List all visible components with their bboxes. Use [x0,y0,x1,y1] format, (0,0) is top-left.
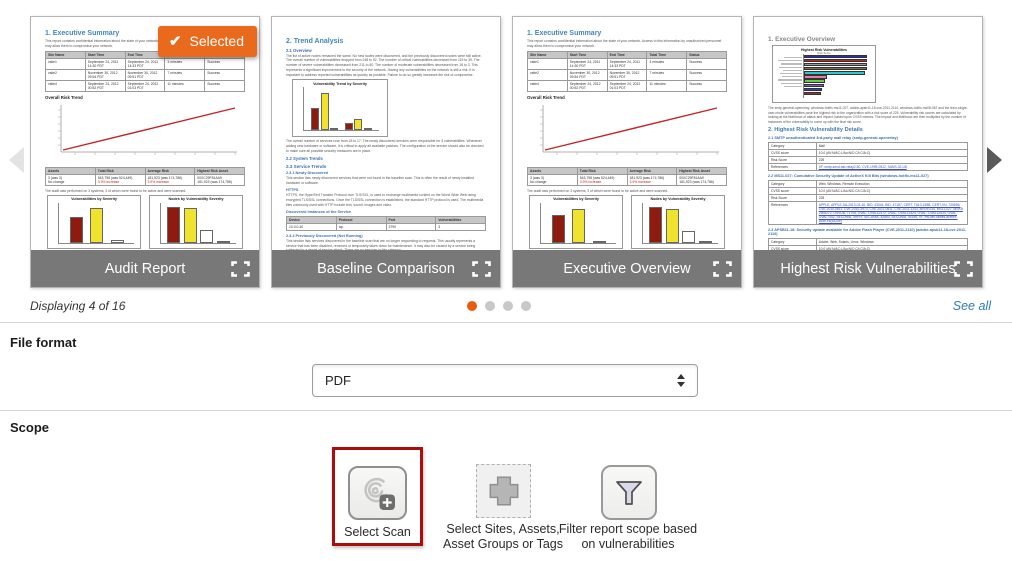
carousel-prev-icon[interactable] [9,147,24,173]
table-row: vsite2 November 30, 2012 09:54 PDT Novembe… [527,68,727,81]
card-title-bar: Highest Risk Vulnerabilities [754,250,982,287]
vulnerabilities-by-severity-chart: Vulnerabilities by Severity [529,194,623,249]
section-divider [0,410,1012,411]
expand-preview-icon[interactable] [713,260,732,277]
audit-note: The audit was performed on 3 systems, 3 … [45,188,187,193]
select-scan-label: Select Scan [344,525,411,539]
pagination-dot[interactable] [503,301,513,311]
card-title-bar: Baseline Comparison [272,250,500,287]
report-thumbnail: 1. Executive Summary This report contain… [513,17,741,252]
risk-trend-label: Overall Risk Trend [527,94,565,100]
thumb-intro: This report contains confidential inform… [45,39,240,48]
vulnerability-trend-chart: Vulnerability Trend by Severity [292,79,388,138]
select-sites-button[interactable] [476,464,531,518]
selected-badge: ✔ Selected [157,26,257,57]
card-title-bar: Executive Overview [513,250,741,287]
vulnerability-detail-table: Category Mail CVSS score 10.0 (AV:N/AC:L/A… [768,141,969,171]
pagination-dots [467,301,531,311]
section-divider [0,322,1012,323]
table-row: vsite2 November 30, 2012 09:54 PDT Novembe… [45,68,245,81]
card-title: Baseline Comparison [317,260,455,277]
thumb-heading: 2. Trend Analysis [286,38,344,45]
highest-risk-chart: Highest Risk Vulnerabilities Risk Score [772,45,876,103]
table-row: 3 (was 3) No change 543,798 (was 524,449)… [45,173,245,186]
card-title-bar: Audit Report [31,250,259,287]
report-card-baseline-comparison[interactable]: 2. Trend Analysis 2.1 Overview The list … [271,16,501,288]
table-row: vsite1 September 24, 2011 14:30 PDT Septem… [45,57,245,70]
select-scan-highlight: Select Scan [332,447,423,546]
table-row: vsite4 September 24, 2012 00:52 PDT Septem… [527,79,727,92]
nodes-by-severity-chart: Nodes by Vulnerability Severity [149,194,243,249]
select-arrows-icon [677,374,685,387]
table-row: vsite1 September 24, 2011 14:30 PDT Septem… [527,57,727,70]
report-card-audit-report[interactable]: ✔ Selected 1. Executive Summary This rep… [30,16,260,288]
report-thumbnail: 1. Executive Overview Highest Risk Vulne… [754,17,982,252]
thumb-heading: 1. Executive Overview [768,36,836,43]
scan-results-table: Site Name Start Time End Time Total Time… [527,50,727,92]
report-card-highest-risk-vulnerabilities[interactable]: 1. Executive Overview Highest Risk Vulne… [753,16,983,288]
scope-label: Scope [10,420,50,435]
audit-note: The audit was performed on 3 systems, 3 … [527,188,669,193]
expand-preview-icon[interactable] [231,260,250,277]
thumb-heading: 1. Executive Summary [45,30,120,37]
report-card-executive-overview[interactable]: 1. Executive Summary This report contain… [512,16,742,288]
thumb-intro: This report contains confidential inform… [527,39,722,48]
card-title: Audit Report [104,260,186,277]
card-title: Highest Risk Vulnerabilities [780,260,956,277]
select-scan-button[interactable] [348,466,407,520]
risk-summary-table: Assets Total Risk Average Risk Highest R… [45,166,245,186]
file-format-select[interactable]: PDF [312,364,698,397]
table-row: vsite4 September 24, 2012 00:52 PDT Septem… [45,79,245,92]
funnel-icon [616,480,642,505]
vulnerability-detail-table: Category Web, Windows, Remote Execution C… [768,179,969,225]
displaying-count: Displaying 4 of 16 [30,299,126,313]
expand-preview-icon[interactable] [472,260,491,277]
risk-trend-chart [540,104,719,155]
file-format-value: PDF [325,373,351,388]
plus-icon [489,476,518,506]
file-format-label: File format [10,335,77,350]
discovered-services-table: Device Protocol Port Vulnerabilities 10.… [286,215,486,231]
risk-trend-chart [58,104,237,155]
select-sites-label: Select Sites, Assets, Asset Groups or Ta… [443,522,563,552]
carousel-next-icon[interactable] [987,147,1002,173]
chart-axis-labels [775,55,802,87]
check-icon: ✔ [168,33,182,50]
see-all-link[interactable]: See all [952,299,991,313]
scan-add-icon [363,477,395,510]
risk-summary-table: Assets Total Risk Average Risk Highest R… [527,166,727,186]
card-title: Executive Overview [563,260,691,277]
nodes-by-severity-chart: Nodes by Vulnerability Severity [631,194,725,249]
filter-scope-button[interactable] [601,465,657,520]
report-thumbnail: 2. Trend Analysis 2.1 Overview The list … [272,17,500,252]
table-row: 10.0.0.40 tcp 3790 3 [286,222,486,231]
vulnerabilities-by-severity-chart: Vulnerabilities by Severity [47,194,141,249]
pagination-dot[interactable] [485,301,495,311]
pagination-dot[interactable] [521,301,531,311]
selected-badge-label: Selected [189,33,244,49]
filter-scope-label: Filter report scope based on vulnerabili… [558,522,698,552]
pagination-dot[interactable] [467,301,477,311]
table-row: 3 (was 3) No change 543,798 (was 524,449)… [527,173,727,186]
thumb-heading: 1. Executive Summary [527,30,602,37]
risk-trend-label: Overall Risk Trend [45,94,83,100]
expand-preview-icon[interactable] [954,260,973,277]
